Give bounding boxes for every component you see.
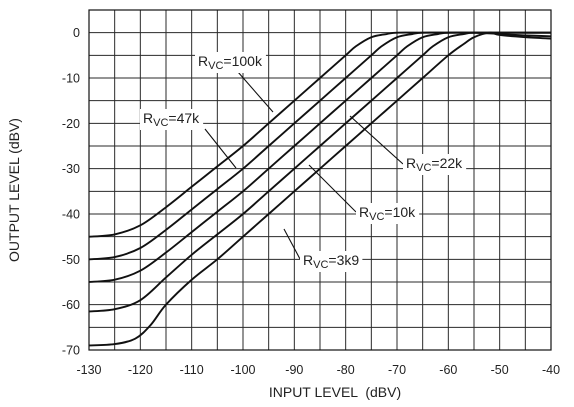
annotation-label: RVC=100k [198, 53, 263, 72]
x-tick-label: -100 [230, 363, 255, 377]
y-tick-label: 0 [73, 26, 80, 40]
annotation-background [195, 52, 266, 73]
x-tick-label: -90 [285, 363, 303, 377]
annotation-label: RVC=10k [359, 204, 416, 223]
x-axis-title: INPUT LEVEL (dBV) [269, 384, 401, 400]
y-tick-label: -70 [62, 344, 80, 358]
x-tick-label: -40 [542, 363, 560, 377]
annotation-label: RVC=22k [406, 155, 463, 174]
series-layer [88, 31, 552, 347]
annotation-label: RVC=47k [143, 110, 200, 129]
x-tick-label: -80 [337, 363, 355, 377]
annotation-leader [283, 228, 301, 260]
y-tick-label: -50 [62, 253, 80, 267]
x-tick-label: -70 [388, 363, 406, 377]
y-tick-label: -30 [62, 162, 80, 176]
annotation-background [356, 203, 420, 224]
annotation-background [403, 154, 467, 175]
annotation-leader [237, 71, 274, 113]
grid-lines [88, 9, 552, 351]
y-tick-label: -60 [62, 298, 80, 312]
y-tick-label: -20 [62, 117, 80, 131]
y-axis-title: OUTPUT LEVEL (dBV) [6, 118, 22, 262]
x-tick-label: -110 [180, 363, 204, 377]
annotation-leader [204, 128, 237, 169]
annotation-leader [308, 164, 357, 213]
x-tick-label: -130 [76, 363, 101, 377]
y-tick-label: -10 [62, 72, 80, 86]
x-tick-label: -120 [128, 363, 153, 377]
annotation-leader [349, 115, 404, 165]
series-line [88, 31, 552, 347]
annotation-background [300, 251, 363, 272]
x-tick-label: -60 [439, 363, 457, 377]
y-tick-labels: 0 -10 -20 -30 -40 -50 -60 -70 [62, 26, 80, 357]
plot-frame [88, 9, 552, 351]
annotation-background [140, 109, 204, 130]
y-tick-label: -40 [62, 208, 80, 222]
annotations: RVC=100k RVC=47k RVC=22k RVC=10k RVC=3k9 [140, 52, 467, 272]
x-tick-label: -50 [491, 363, 509, 377]
series-line [88, 31, 552, 313]
annotation-label: RVC=3k9 [303, 252, 359, 271]
x-tick-labels: -130 -120 -110 -100 -90 -80 -70 -60 -50 -40 [76, 363, 560, 377]
